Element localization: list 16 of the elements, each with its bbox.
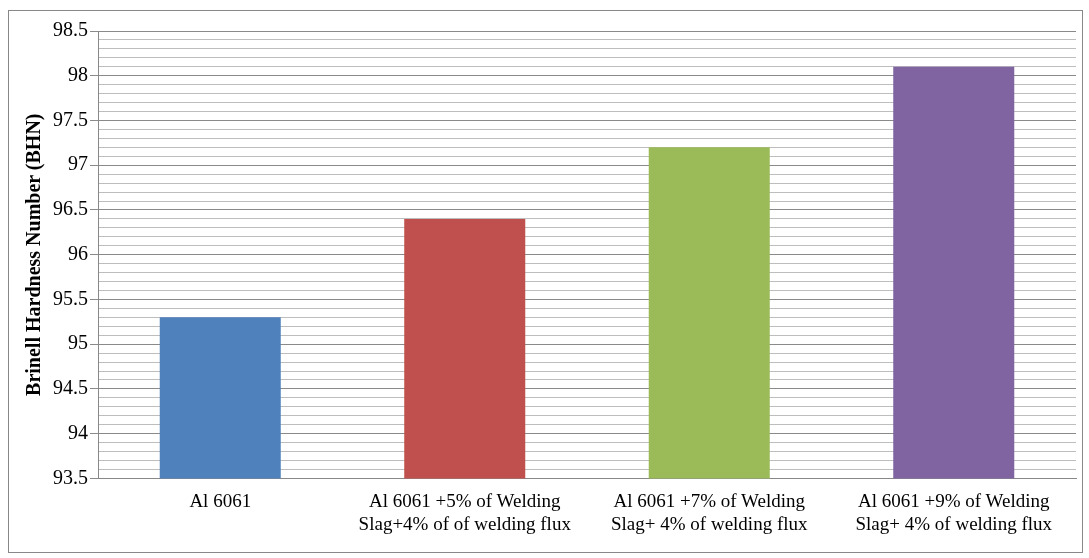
y-tick-label: 94	[68, 420, 88, 443]
y-tick-label: 94.5	[53, 376, 88, 399]
y-tick-label: 98	[68, 62, 88, 85]
y-tick-label: 98.5	[53, 18, 88, 41]
y-tick-label: 96	[68, 241, 88, 264]
x-tick-label: Al 6061	[189, 489, 252, 511]
y-tick-label: 97	[68, 152, 88, 175]
x-tick-label: Al 6061 +5% of Welding Slag+4% of of welding flux	[358, 489, 572, 534]
x-tick-label: Al 6061 +7% of Welding Slag+ 4% of welding flux	[611, 489, 808, 534]
y-axis-title: Brinell Hardness Number (BHN)	[22, 113, 46, 396]
y-tick-label: 97.5	[53, 107, 88, 130]
y-tick-label: 95.5	[53, 286, 88, 309]
y-tick-label: 95	[68, 331, 88, 354]
x-tick-label: Al 6061 +9% of Welding Slag+ 4% of welding flux	[855, 489, 1053, 534]
y-tick-label: 93.5	[53, 465, 88, 488]
y-tick-label: 96.5	[53, 197, 88, 220]
